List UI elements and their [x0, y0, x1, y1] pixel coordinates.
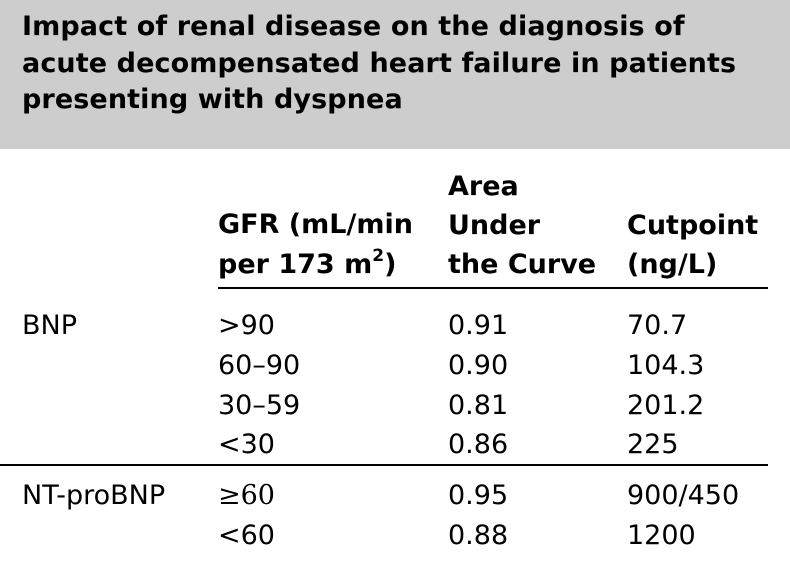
header-rule: [218, 287, 768, 289]
header-gfr-superscript: 2: [372, 246, 385, 266]
bnp-row4-auc: 0.86: [448, 429, 509, 460]
group-divider-rule: [0, 464, 768, 466]
header-auc-line1: Area: [448, 171, 519, 202]
bnp-row2-gfr: 60–90: [218, 350, 301, 381]
ntprobnp-row2-gfr: <60: [218, 520, 275, 551]
ntprobnp-row2-auc: 0.88: [448, 520, 509, 551]
title-line-2: acute decompensated heart failure in pat…: [22, 47, 737, 79]
title-banner: Impact of renal disease on the diagnosis…: [0, 0, 790, 149]
ntprobnp-row1-gfr: ≥60: [218, 480, 275, 511]
bnp-row3-auc: 0.81: [448, 390, 509, 421]
bnp-row1-auc: 0.91: [448, 310, 509, 341]
title-line-1: Impact of renal disease on the diagnosis…: [22, 11, 685, 42]
bnp-row2-cutpoint: 104.3: [627, 350, 705, 381]
data-table: GFR (mL/min per 173 m2) Area Under the C…: [0, 149, 790, 565]
header-auc-line2: Under: [448, 210, 541, 241]
header-gfr-line2: per 173 m2): [218, 245, 396, 285]
bnp-row1-cutpoint: 70.7: [627, 310, 688, 341]
bnp-row1-gfr: >90: [218, 310, 275, 341]
bnp-row4-cutpoint: 225: [627, 429, 679, 460]
header-cutpoint-line1: Cutpoint: [627, 210, 759, 241]
header-gfr-line1: GFR (mL/min: [218, 209, 413, 240]
bnp-row4-gfr: <30: [218, 429, 275, 460]
header-cutpoint-line2: (ng/L): [627, 249, 718, 280]
header-gfr-line2-close: ): [384, 249, 397, 280]
ntprobnp-row1-auc: 0.95: [448, 480, 509, 511]
header-gfr-line2-text: per 173 m: [218, 249, 373, 280]
bnp-row2-auc: 0.90: [448, 350, 509, 381]
ntprobnp-row1-cutpoint: 900/450: [627, 480, 740, 511]
group-label-bnp: BNP: [22, 310, 78, 341]
table-title: Impact of renal disease on the diagnosis…: [22, 9, 790, 119]
bnp-row3-gfr: 30–59: [218, 390, 301, 421]
bnp-row3-cutpoint: 201.2: [627, 390, 705, 421]
ntprobnp-row2-cutpoint: 1200: [627, 520, 696, 551]
title-line-3: presenting with dyspnea: [22, 84, 403, 115]
group-label-nt-probnp: NT-proBNP: [22, 480, 166, 511]
header-auc-line3: the Curve: [448, 249, 597, 280]
